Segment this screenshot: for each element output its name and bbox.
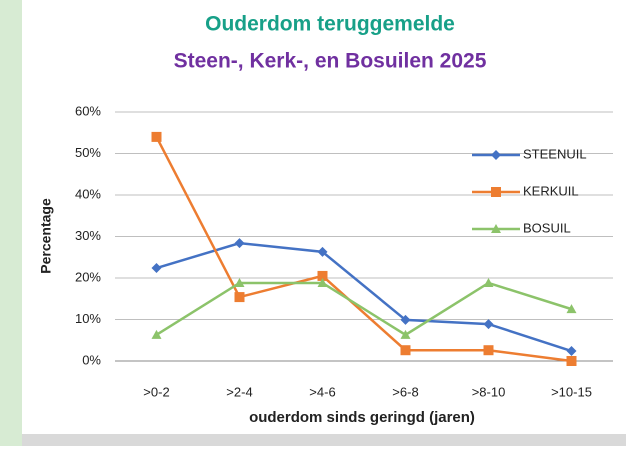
bottom-shadow — [22, 434, 626, 446]
marker — [151, 263, 162, 274]
legend-label: KERKUIL — [523, 183, 579, 198]
marker — [400, 345, 411, 356]
y-tick-label: 0% — [82, 352, 101, 367]
marker — [317, 277, 328, 287]
marker — [483, 345, 494, 356]
series-line — [155, 281, 572, 337]
chart-subtitle: Steen-, Kerk-, en Bosuilen 2025 — [174, 50, 487, 73]
marker — [151, 131, 162, 142]
series-line — [155, 136, 572, 363]
marker — [400, 329, 411, 339]
marker — [151, 329, 162, 339]
marker — [491, 224, 501, 233]
x-tick-label: >0-2 — [143, 384, 169, 399]
x-axis-label: ouderdom sinds geringd (jaren) — [249, 409, 475, 426]
legend-label: BOSUIL — [523, 220, 571, 235]
chart-title: Ouderdom teruggemelde — [205, 13, 455, 36]
marker — [566, 304, 577, 314]
marker — [234, 238, 245, 249]
marker — [483, 277, 494, 287]
marker — [491, 187, 501, 197]
y-tick-label: 20% — [75, 269, 101, 284]
marker — [234, 292, 245, 303]
x-tick-label: >6-8 — [392, 384, 418, 399]
y-tick-label: 50% — [75, 145, 101, 160]
marker — [491, 150, 501, 160]
side-strip — [0, 0, 22, 446]
marker — [566, 346, 577, 357]
y-axis-label: Percentage — [38, 198, 54, 274]
y-tick-label: 30% — [75, 228, 101, 243]
marker — [234, 277, 245, 287]
y-tick-label: 40% — [75, 186, 101, 201]
y-tick-label: 10% — [75, 311, 101, 326]
series-line — [156, 241, 572, 353]
y-tick-label: 60% — [75, 103, 101, 118]
marker — [483, 319, 494, 330]
x-tick-label: >8-10 — [472, 384, 506, 399]
x-tick-label: >4-6 — [309, 384, 335, 399]
x-tick-label: >10-15 — [551, 384, 592, 399]
marker — [317, 246, 328, 257]
marker — [566, 356, 577, 366]
x-tick-label: >2-4 — [226, 384, 252, 399]
marker — [400, 314, 411, 325]
marker — [317, 270, 328, 281]
legend-label: STEENUIL — [523, 146, 587, 161]
